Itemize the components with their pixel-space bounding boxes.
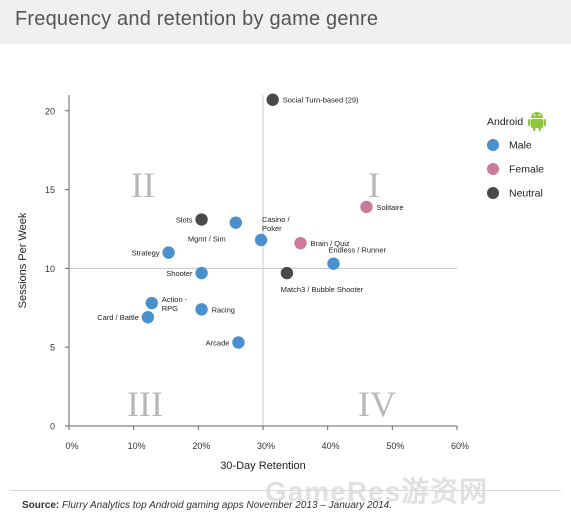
point-label-mgmt-sim: Mgmt / Sim [188, 235, 226, 244]
point-arcade [232, 336, 245, 349]
point-endless-runner [327, 257, 340, 270]
point-mgmt-sim [229, 216, 243, 229]
x-tick-label: 40% [322, 441, 340, 451]
quadrant-label-4: IV [358, 384, 396, 424]
source-label: Source: [22, 500, 60, 511]
point-social-turn-based-29 [266, 93, 279, 106]
x-tick-label: 20% [192, 441, 210, 451]
quadrant-label-3: III [127, 384, 163, 424]
x-tick-label: 50% [386, 441, 404, 451]
chart-title: Frequency and retention by game genre [15, 8, 379, 30]
point-label-brain-quiz: Brain / Quiz [311, 239, 350, 248]
legend-title: Android [487, 116, 523, 128]
legend-swatch-female [487, 163, 499, 175]
point-label-shooter: Shooter [166, 269, 193, 278]
y-tick-label: 0 [50, 422, 55, 432]
point-brain-quiz [294, 236, 307, 250]
y-tick-label: 20 [45, 106, 55, 116]
point-label-arcade: Arcade [206, 338, 230, 347]
point-label-action-rpg: Action -RPG [162, 295, 188, 313]
legend-swatch-neutral [487, 187, 499, 199]
x-tick-label: 10% [128, 441, 146, 451]
point-solitaire [360, 200, 373, 214]
axes: 0 5 10 15 20 0% 10% 20% 30% 40% 50% 60% 30-Day Reten… [17, 95, 469, 472]
point-label-solitaire: Solitaire [376, 203, 403, 212]
point-racing [195, 303, 208, 316]
data-points: Social Turn-based (29) Solitaire Slots Mgmt… [97, 93, 404, 349]
x-tick-label: 30% [257, 441, 275, 451]
point-action-rpg [145, 296, 158, 310]
point-label-card-battle: Card / Battle [97, 313, 139, 322]
point-card-battle [141, 311, 155, 324]
point-label-strategy: Strategy [132, 249, 160, 258]
legend-swatch-male [487, 139, 499, 151]
legend-label-neutral: Neutral [509, 188, 543, 200]
point-strategy [162, 246, 175, 259]
grid [69, 95, 457, 426]
x-axis-title: 30-Day Retention [220, 460, 306, 472]
quadrant-label-2: II [131, 165, 155, 205]
legend-label-male: Male [509, 140, 532, 152]
y-tick-label: 5 [50, 343, 55, 353]
point-label-racing: Racing [212, 305, 235, 314]
point-label-casino-poker: Casino / Poker [262, 215, 290, 233]
point-match3-bubble-shooter [280, 266, 294, 280]
point-casino-poker [254, 233, 268, 247]
point-label-match3-bubble-shooter: Match3 / Bubble Shooter [281, 285, 364, 294]
point-slots [195, 213, 208, 226]
y-tick-label: 15 [45, 185, 55, 195]
watermark: GameRes游资网 [265, 476, 489, 507]
x-tick-label: 0% [65, 441, 78, 451]
android-icon [528, 112, 546, 131]
point-label-endless-runner: Endless / Runner [328, 246, 386, 255]
title-bar: Frequency and retention by game genre [0, 0, 571, 44]
x-tick-label: 60% [451, 441, 469, 451]
source-footer: Source: Flurry Analytics top Android gam… [22, 500, 392, 511]
legend: Android Male Female Neutral [487, 112, 546, 200]
point-shooter [195, 266, 208, 280]
y-tick-label: 10 [45, 264, 55, 274]
point-label-slots: Slots [176, 216, 193, 225]
quadrant-label-1: I [368, 165, 380, 205]
point-label-social-turn-based-29: Social Turn-based (29) [283, 96, 359, 105]
y-axis-title: Sessions Per Week [17, 212, 29, 308]
footer-divider [10, 490, 561, 491]
legend-label-female: Female [509, 164, 544, 176]
source-text: Flurry Analytics top Android gaming apps… [62, 500, 393, 511]
